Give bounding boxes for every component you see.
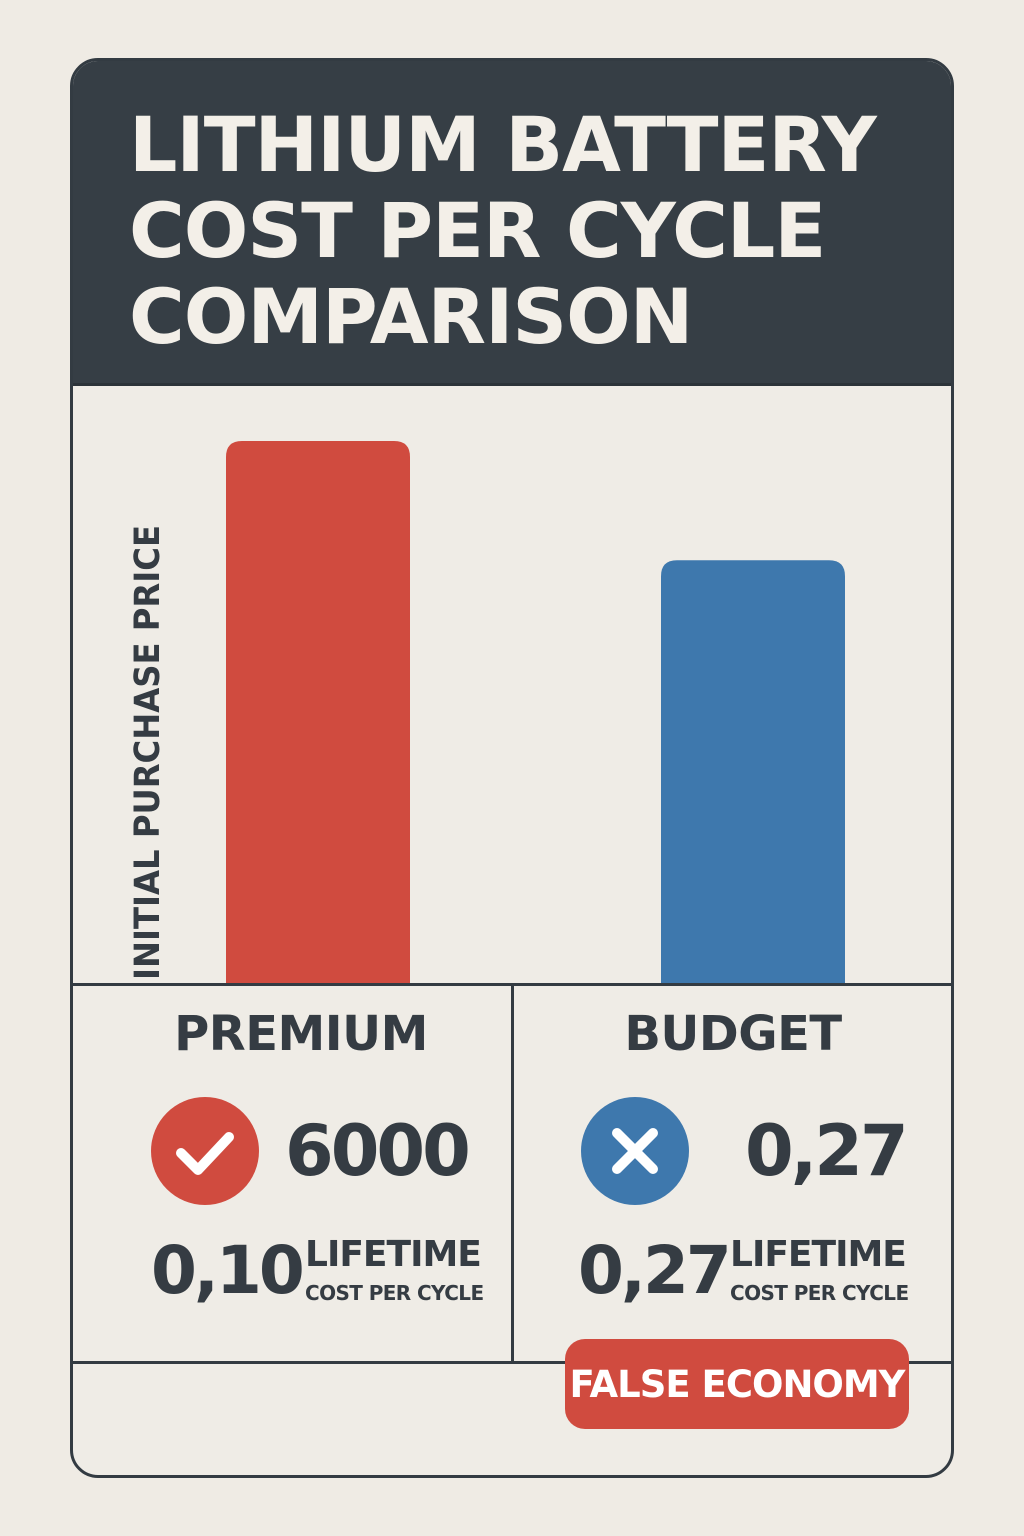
false-economy-badge: FALSE ECONOMY — [565, 1339, 909, 1429]
y-axis-label: INITIAL PURCHASE PRICE — [128, 525, 168, 980]
premium-label: PREMIUM — [174, 1006, 428, 1062]
bar-chart: INITIAL PURCHASE PRICE — [128, 441, 845, 983]
premium-lifetime-label: LIFETIME — [305, 1234, 482, 1275]
premium-cost: 0,10 — [151, 1232, 305, 1309]
title-line-3: COMPARISON — [129, 272, 693, 361]
budget-cycles: 0,27 — [745, 1110, 909, 1192]
bar-premium — [226, 441, 410, 983]
budget-lifetime-label: LIFETIME — [730, 1234, 907, 1275]
budget-cost-per-cycle-label: COST PER CYCLE — [730, 1281, 909, 1305]
premium-cost-per-cycle-label: COST PER CYCLE — [305, 1281, 484, 1305]
budget-label: BUDGET — [624, 1006, 842, 1062]
title-header: LITHIUM BATTERY COST PER CYCLE COMPARISO… — [73, 61, 951, 386]
comparison-card: LITHIUM BATTERY COST PER CYCLE COMPARISO… — [70, 58, 954, 1478]
check-icon — [151, 1097, 259, 1205]
title-line-2: COST PER CYCLE — [129, 186, 826, 275]
bottom-divider — [73, 1361, 951, 1364]
premium-cycles: 6000 — [285, 1110, 471, 1192]
title-line-1: LITHIUM BATTERY — [129, 100, 877, 189]
column-divider — [511, 983, 514, 1361]
x-icon — [581, 1097, 689, 1205]
bar-budget — [661, 560, 845, 983]
budget-cost: 0,27 — [578, 1232, 732, 1309]
